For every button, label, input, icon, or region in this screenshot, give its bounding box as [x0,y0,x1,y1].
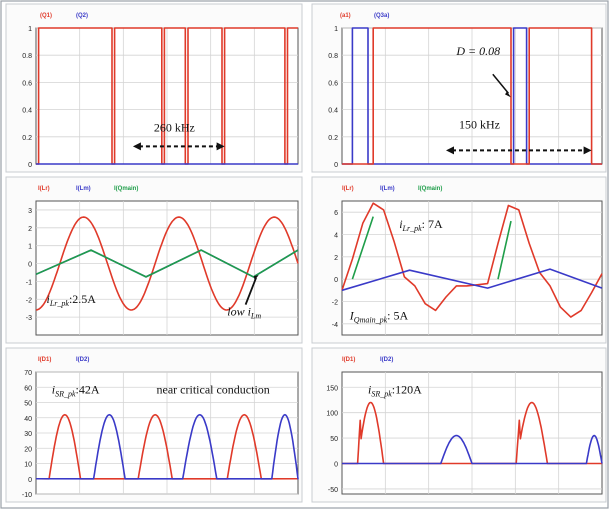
y-tick-label: 0.6 [22,80,32,87]
annotation-peak-current: iLr_pk: 7A [399,217,443,233]
freq-double-arrow-head-left [446,146,454,155]
legend-entry: I(Qmain) [114,186,138,192]
y-tick-label: 60 [24,385,32,392]
y-tick-label: -1 [26,279,32,286]
series-line-1 [35,413,299,480]
y-tick-label: -10 [22,492,32,499]
series-line-1 [341,202,603,318]
y-tick-label: 70 [24,370,32,377]
y-tick-label: -3 [26,315,32,322]
legend-entry: I(D1) [342,357,355,363]
y-tick-label: 2 [28,226,32,233]
annotation-critical-conduction: near critical conduction [157,382,270,396]
y-tick-label: -2 [26,297,32,304]
y-tick-label: 2 [334,255,338,262]
legend-entry: (Q3a) [374,13,389,19]
y-tick-label: 1 [28,26,32,33]
y-tick-label: 100 [326,411,338,418]
series-line-2 [35,413,299,480]
legend-entry: I(Lr) [342,186,354,192]
legend-entry: (a1) [340,13,351,19]
annotation-main-switch-peak: IQmain_pk: 5A [349,308,409,324]
annotation-freq-label: 150 kHz [459,118,500,132]
duty-pointer-head [505,91,511,98]
series-line-3 [351,216,512,280]
y-tick-label: 50 [330,436,338,443]
series-line-2 [342,434,603,465]
y-tick-label: 40 [24,416,32,423]
y-tick-label: -2 [332,300,338,307]
series-line-1 [342,27,602,165]
chart-panel-4: 6 4 2 0 -2 -4 I(Lr) I(Lm) I(Qmain) iLr_pk: 7A IQma… [311,176,607,344]
legend-entry: I(D2) [380,357,393,363]
legend-entry: (Q2) [76,13,88,19]
y-tick-label: 0.2 [22,135,32,142]
y-tick-label: 0.2 [328,135,338,142]
y-tick-label: 30 [24,431,32,438]
chart-panel-6: 150 100 50 0 -50 I(D1) I(D2) iSR_pk:120A [311,347,607,503]
freq-double-arrow-head-right [216,142,225,151]
y-tick-label: 0.8 [22,53,32,60]
legend-entry: I(Lm) [380,186,395,192]
y-tick-label: 0 [28,162,32,169]
series-line-1 [36,27,298,165]
chart-panel-1: 1 0.8 0.6 0.4 0.2 0 (Q1) (Q2) 260 kHz [5,3,303,173]
y-tick-label: 3 [28,208,32,215]
annotation-peak-current: iLr_pk:2.5A [46,292,96,308]
series-line-1 [342,401,602,465]
y-tick-label: 0 [334,277,338,284]
chart-panel-5: 70 60 50 40 30 20 10 0 -10 I(D1) I(D2) iSR_pk:42A ne… [5,347,303,503]
y-tick-label: 150 [326,385,338,392]
series-line-2 [341,268,603,292]
y-tick-label: 6 [334,210,338,217]
y-tick-label: 50 [24,401,32,408]
annotation-freq-label: 260 kHz [154,120,195,134]
y-tick-label: 0 [334,162,338,169]
annotation-duty-label: D = 0.08 [455,44,500,58]
y-tick-label: 1 [334,26,338,33]
chart-panel-3: 3 2 1 0 -1 -2 -3 I(Lr) I(Lm) I(Qmain) iLr_pk:2.5Al… [5,176,303,344]
legend-entry: I(D2) [76,357,89,363]
y-tick-label: 1 [28,244,32,251]
y-tick-label: 10 [24,462,32,469]
annotation-sr-peak: iSR_pk:42A [52,382,100,398]
freq-double-arrow-head-right [583,146,592,155]
y-tick-label: 0 [28,262,32,269]
legend-entry: I(D1) [38,357,51,363]
legend-entry: I(Lm) [76,186,91,192]
low-im-pointer [244,277,257,305]
legend-entry: I(Qmain) [418,186,442,192]
duty-pointer-arrow [492,73,509,94]
legend-entry: (Q1) [40,13,52,19]
y-tick-label: -50 [328,487,338,494]
y-tick-label: 0.8 [328,53,338,60]
chart-panel-2: 1 0.8 0.6 0.4 0.2 0 (a1) (Q3a) D = 0.08 150 kHz [311,3,607,173]
annotation-sr-peak: iSR_pk:120A [368,382,422,398]
y-tick-label: 0 [28,477,32,484]
y-tick-label: 0.4 [328,108,338,115]
series-line-3 [35,249,299,278]
y-tick-label: -4 [332,322,338,329]
series-line-1 [35,216,299,311]
series-line-2 [342,27,602,165]
annotation-low-magnetizing: low iLm [227,304,261,320]
y-tick-label: 4 [334,233,338,240]
y-tick-label: 20 [24,446,32,453]
y-tick-label: 0.4 [22,108,32,115]
freq-double-arrow-head-left [132,142,141,151]
low-im-pointer-head [253,275,259,281]
y-tick-label: 0.6 [328,80,338,87]
y-tick-label: 0 [334,462,338,469]
legend-entry: I(Lr) [38,186,50,192]
